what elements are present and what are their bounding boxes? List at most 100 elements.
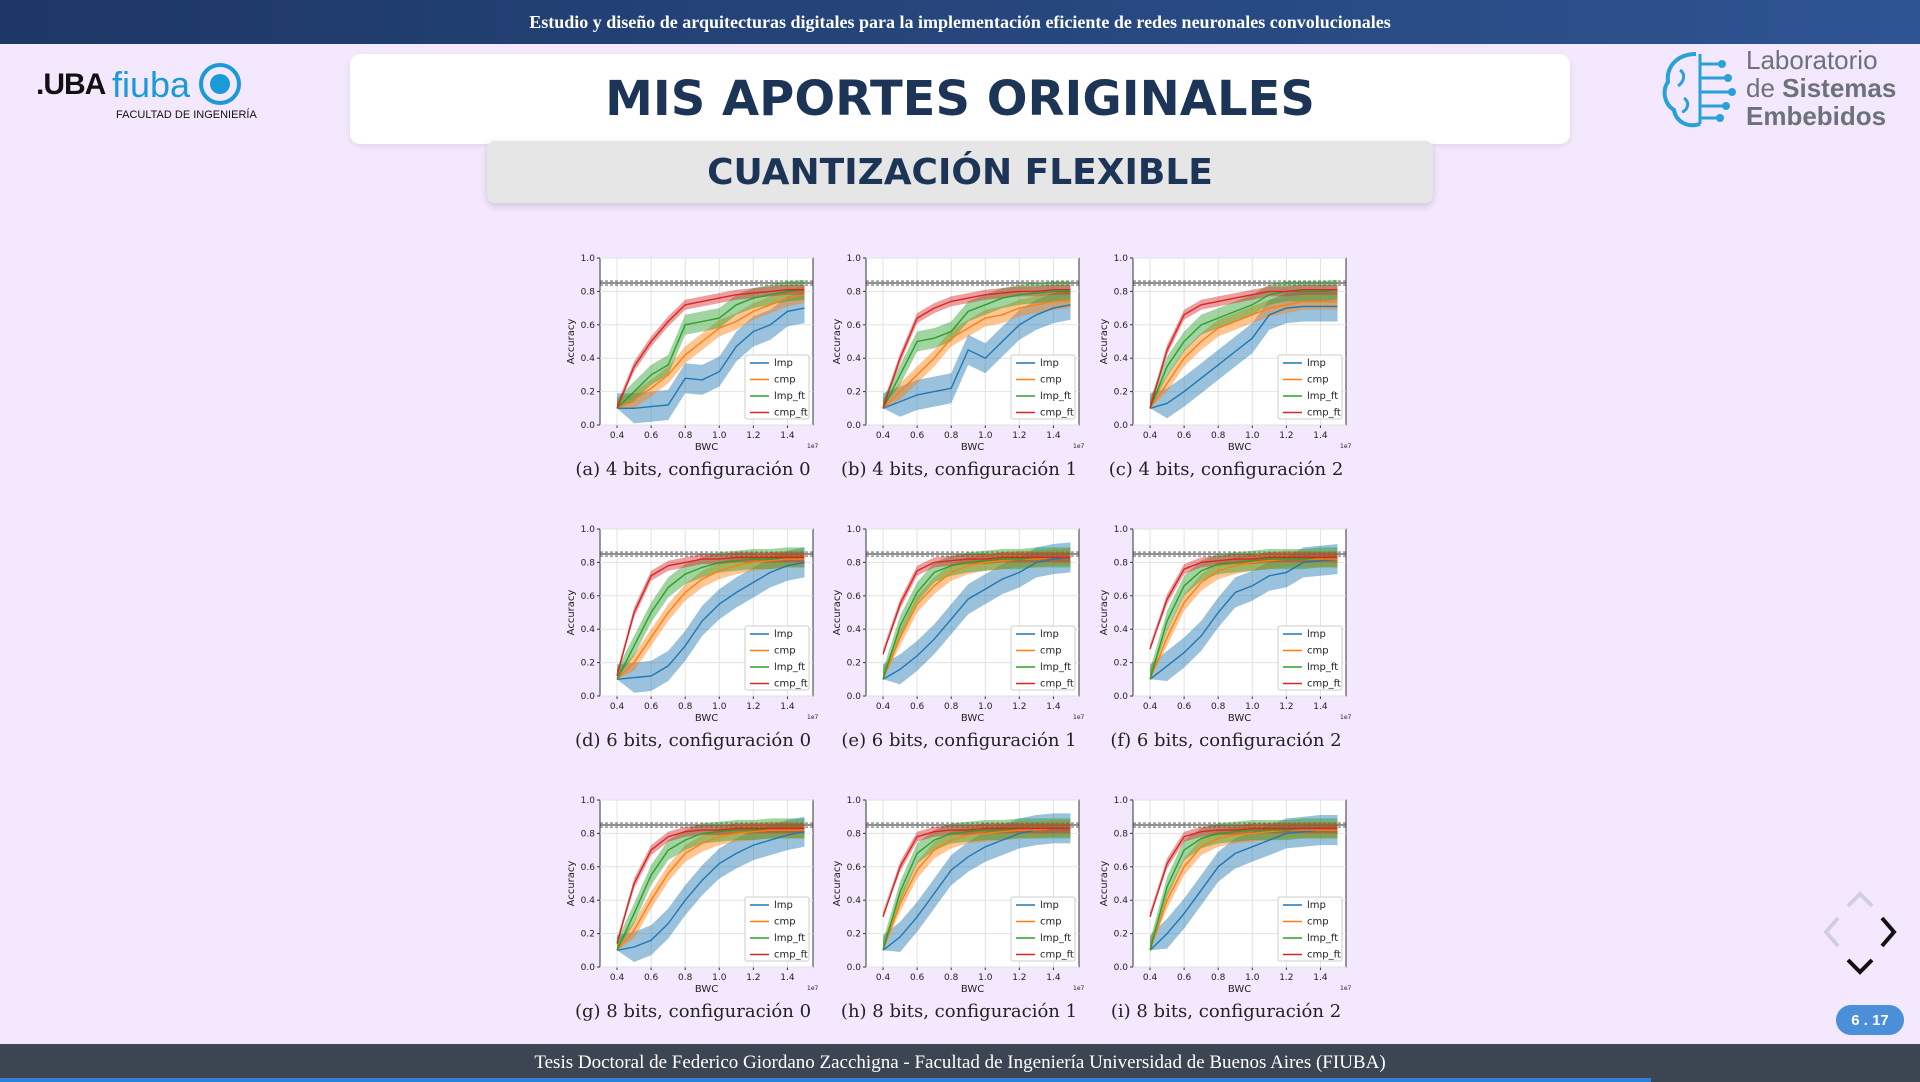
x-tick-label: 1.0 — [1245, 973, 1260, 983]
series-line-cmp_ft — [616, 289, 805, 409]
x-axis-multiplier: 1e7 — [807, 985, 819, 992]
lse-line3: Embebidos — [1746, 101, 1887, 131]
y-tick-label: 1.0 — [581, 525, 596, 535]
x-tick-label: 0.4 — [876, 973, 891, 983]
series-line-cmp_ft — [882, 556, 1071, 655]
series-band-lmp_ft — [883, 818, 1071, 951]
y-tick-label: 0.4 — [581, 354, 596, 364]
header-text: Estudio y diseño de arquitecturas digita… — [529, 11, 1391, 32]
chart-caption: (g) 8 bits, configuración 0 — [574, 1001, 812, 1022]
y-tick-label: 0.6 — [581, 863, 596, 873]
y-tick-label: 0.8 — [847, 558, 862, 568]
x-tick-label: 1.2 — [1012, 702, 1026, 712]
legend-box — [744, 354, 810, 420]
series-band-cmp_ft — [1150, 552, 1338, 650]
lse-line2: de Sistemas — [1746, 74, 1896, 102]
legend-label: lmp_ft — [1307, 391, 1338, 402]
legend-label: cmp_ft — [1040, 950, 1074, 961]
y-tick-label: 0.6 — [581, 592, 596, 602]
x-tick-label: 1.0 — [978, 973, 993, 983]
series-band-lmp_ft — [1150, 279, 1338, 409]
y-tick-label: 0.0 — [581, 421, 596, 431]
y-tick-label: 0.2 — [847, 930, 861, 940]
slide-title: MIS APORTES ORIGINALES — [605, 71, 1315, 127]
series-band-lmp — [617, 547, 805, 693]
x-tick-label: 0.6 — [910, 431, 925, 441]
x-tick-label: 0.6 — [910, 702, 925, 712]
y-axis-label: Accuracy — [1099, 590, 1110, 636]
legend-label: lmp_ft — [1040, 933, 1071, 944]
nav-right-icon[interactable] — [1880, 916, 1897, 948]
x-tick-label: 1.0 — [978, 431, 993, 441]
legend-label: lmp — [1307, 900, 1326, 911]
series-band-cmp — [883, 549, 1071, 680]
series-line-lmp — [616, 561, 805, 680]
series-line-lmp — [1149, 558, 1338, 680]
legend-label: lmp_ft — [1040, 391, 1071, 402]
x-tick-label: 1.0 — [1245, 702, 1260, 712]
y-tick-label: 0.2 — [847, 388, 861, 398]
chart-caption: (c) 4 bits, configuración 2 — [1108, 459, 1344, 480]
legend-label: lmp_ft — [1307, 933, 1338, 944]
x-axis-label: BWC — [695, 984, 718, 995]
x-tick-label: 1.2 — [1279, 431, 1293, 441]
chart-panel: 0.4 0.6 0.8 1.0 1.2 1.4 0.0 0.2 0.4 0.6 0.8 1.0 lmp c… — [824, 252, 1094, 492]
legend-label: lmp_ft — [1307, 662, 1338, 673]
x-tick-label: 0.8 — [678, 973, 693, 983]
x-tick-label: 1.4 — [780, 973, 795, 983]
x-tick-label: 1.2 — [1012, 973, 1026, 983]
x-tick-label: 1.0 — [712, 702, 727, 712]
x-tick-label: 0.6 — [644, 431, 659, 441]
nav-arrows — [1823, 891, 1897, 975]
legend-label: cmp — [1040, 917, 1062, 928]
legend-label: cmp_ft — [1307, 950, 1341, 961]
series-band-lmp — [617, 816, 805, 962]
chart-caption: (b) 4 bits, configuración 1 — [840, 459, 1078, 480]
y-tick-label: 1.0 — [1114, 254, 1129, 264]
series-line-cmp_ft — [616, 827, 805, 944]
x-tick-label: 1.2 — [746, 973, 760, 983]
series-band-cmp_ft — [883, 284, 1071, 409]
x-tick-label: 1.4 — [1313, 973, 1328, 983]
y-tick-label: 0.8 — [847, 287, 862, 297]
series-line-cmp_ft — [1149, 827, 1338, 918]
y-axis-label: Accuracy — [832, 319, 843, 365]
y-tick-label: 0.8 — [1114, 558, 1129, 568]
y-tick-label: 0.4 — [847, 896, 862, 906]
x-axis-label: BWC — [961, 984, 984, 995]
x-axis-multiplier: 1e7 — [1340, 443, 1352, 450]
series-band-lmp — [617, 293, 805, 424]
legend-label: cmp — [1307, 917, 1329, 928]
legend-box — [1010, 896, 1076, 962]
y-tick-label: 0.2 — [581, 659, 595, 669]
logo-uba-text: .UBA — [36, 68, 106, 101]
legend-label: lmp — [774, 629, 793, 640]
series-band-cmp — [617, 550, 805, 680]
legend-label: cmp — [1040, 375, 1062, 386]
chart-panel: 0.4 0.6 0.8 1.0 1.2 1.4 0.0 0.2 0.4 0.6 0.8 1.0 lmp c… — [1091, 523, 1361, 763]
y-tick-label: 1.0 — [581, 254, 596, 264]
x-axis-multiplier: 1e7 — [1073, 985, 1085, 992]
x-tick-label: 0.6 — [1177, 431, 1192, 441]
nav-left-icon[interactable] — [1823, 916, 1840, 948]
legend-box — [1010, 354, 1076, 420]
series-band-lmp — [883, 813, 1071, 952]
series-band-cmp — [617, 821, 805, 951]
legend-label: cmp — [1307, 375, 1329, 386]
chart-panel: 0.4 0.6 0.8 1.0 1.2 1.4 0.0 0.2 0.4 0.6 0.8 1.0 lmp c… — [824, 523, 1094, 763]
slide-navigation — [1812, 884, 1908, 980]
y-tick-label: 0.6 — [1114, 321, 1129, 331]
series-line-lmp — [1149, 305, 1338, 409]
series-line-lmp — [882, 304, 1071, 409]
x-tick-label: 0.6 — [1177, 973, 1192, 983]
x-tick-label: 0.8 — [944, 702, 959, 712]
series-line-cmp_ft — [882, 289, 1071, 409]
x-axis-multiplier: 1e7 — [807, 443, 819, 450]
nav-down-icon[interactable] — [1846, 958, 1874, 975]
chart-panel: 0.4 0.6 0.8 1.0 1.2 1.4 0.0 0.2 0.4 0.6 0.8 1.0 lmp c… — [558, 252, 828, 492]
x-axis-multiplier: 1e7 — [1340, 714, 1352, 721]
chart-panel: 0.4 0.6 0.8 1.0 1.2 1.4 0.0 0.2 0.4 0.6 0.8 1.0 lmp c… — [558, 523, 828, 763]
chart-svg: 0.4 0.6 0.8 1.0 1.2 1.4 0.0 0.2 0.4 0.6 0.8 1.0 lmp c… — [566, 525, 819, 724]
nav-up-icon[interactable] — [1846, 891, 1874, 908]
fiuba-emblem-icon — [199, 63, 241, 105]
